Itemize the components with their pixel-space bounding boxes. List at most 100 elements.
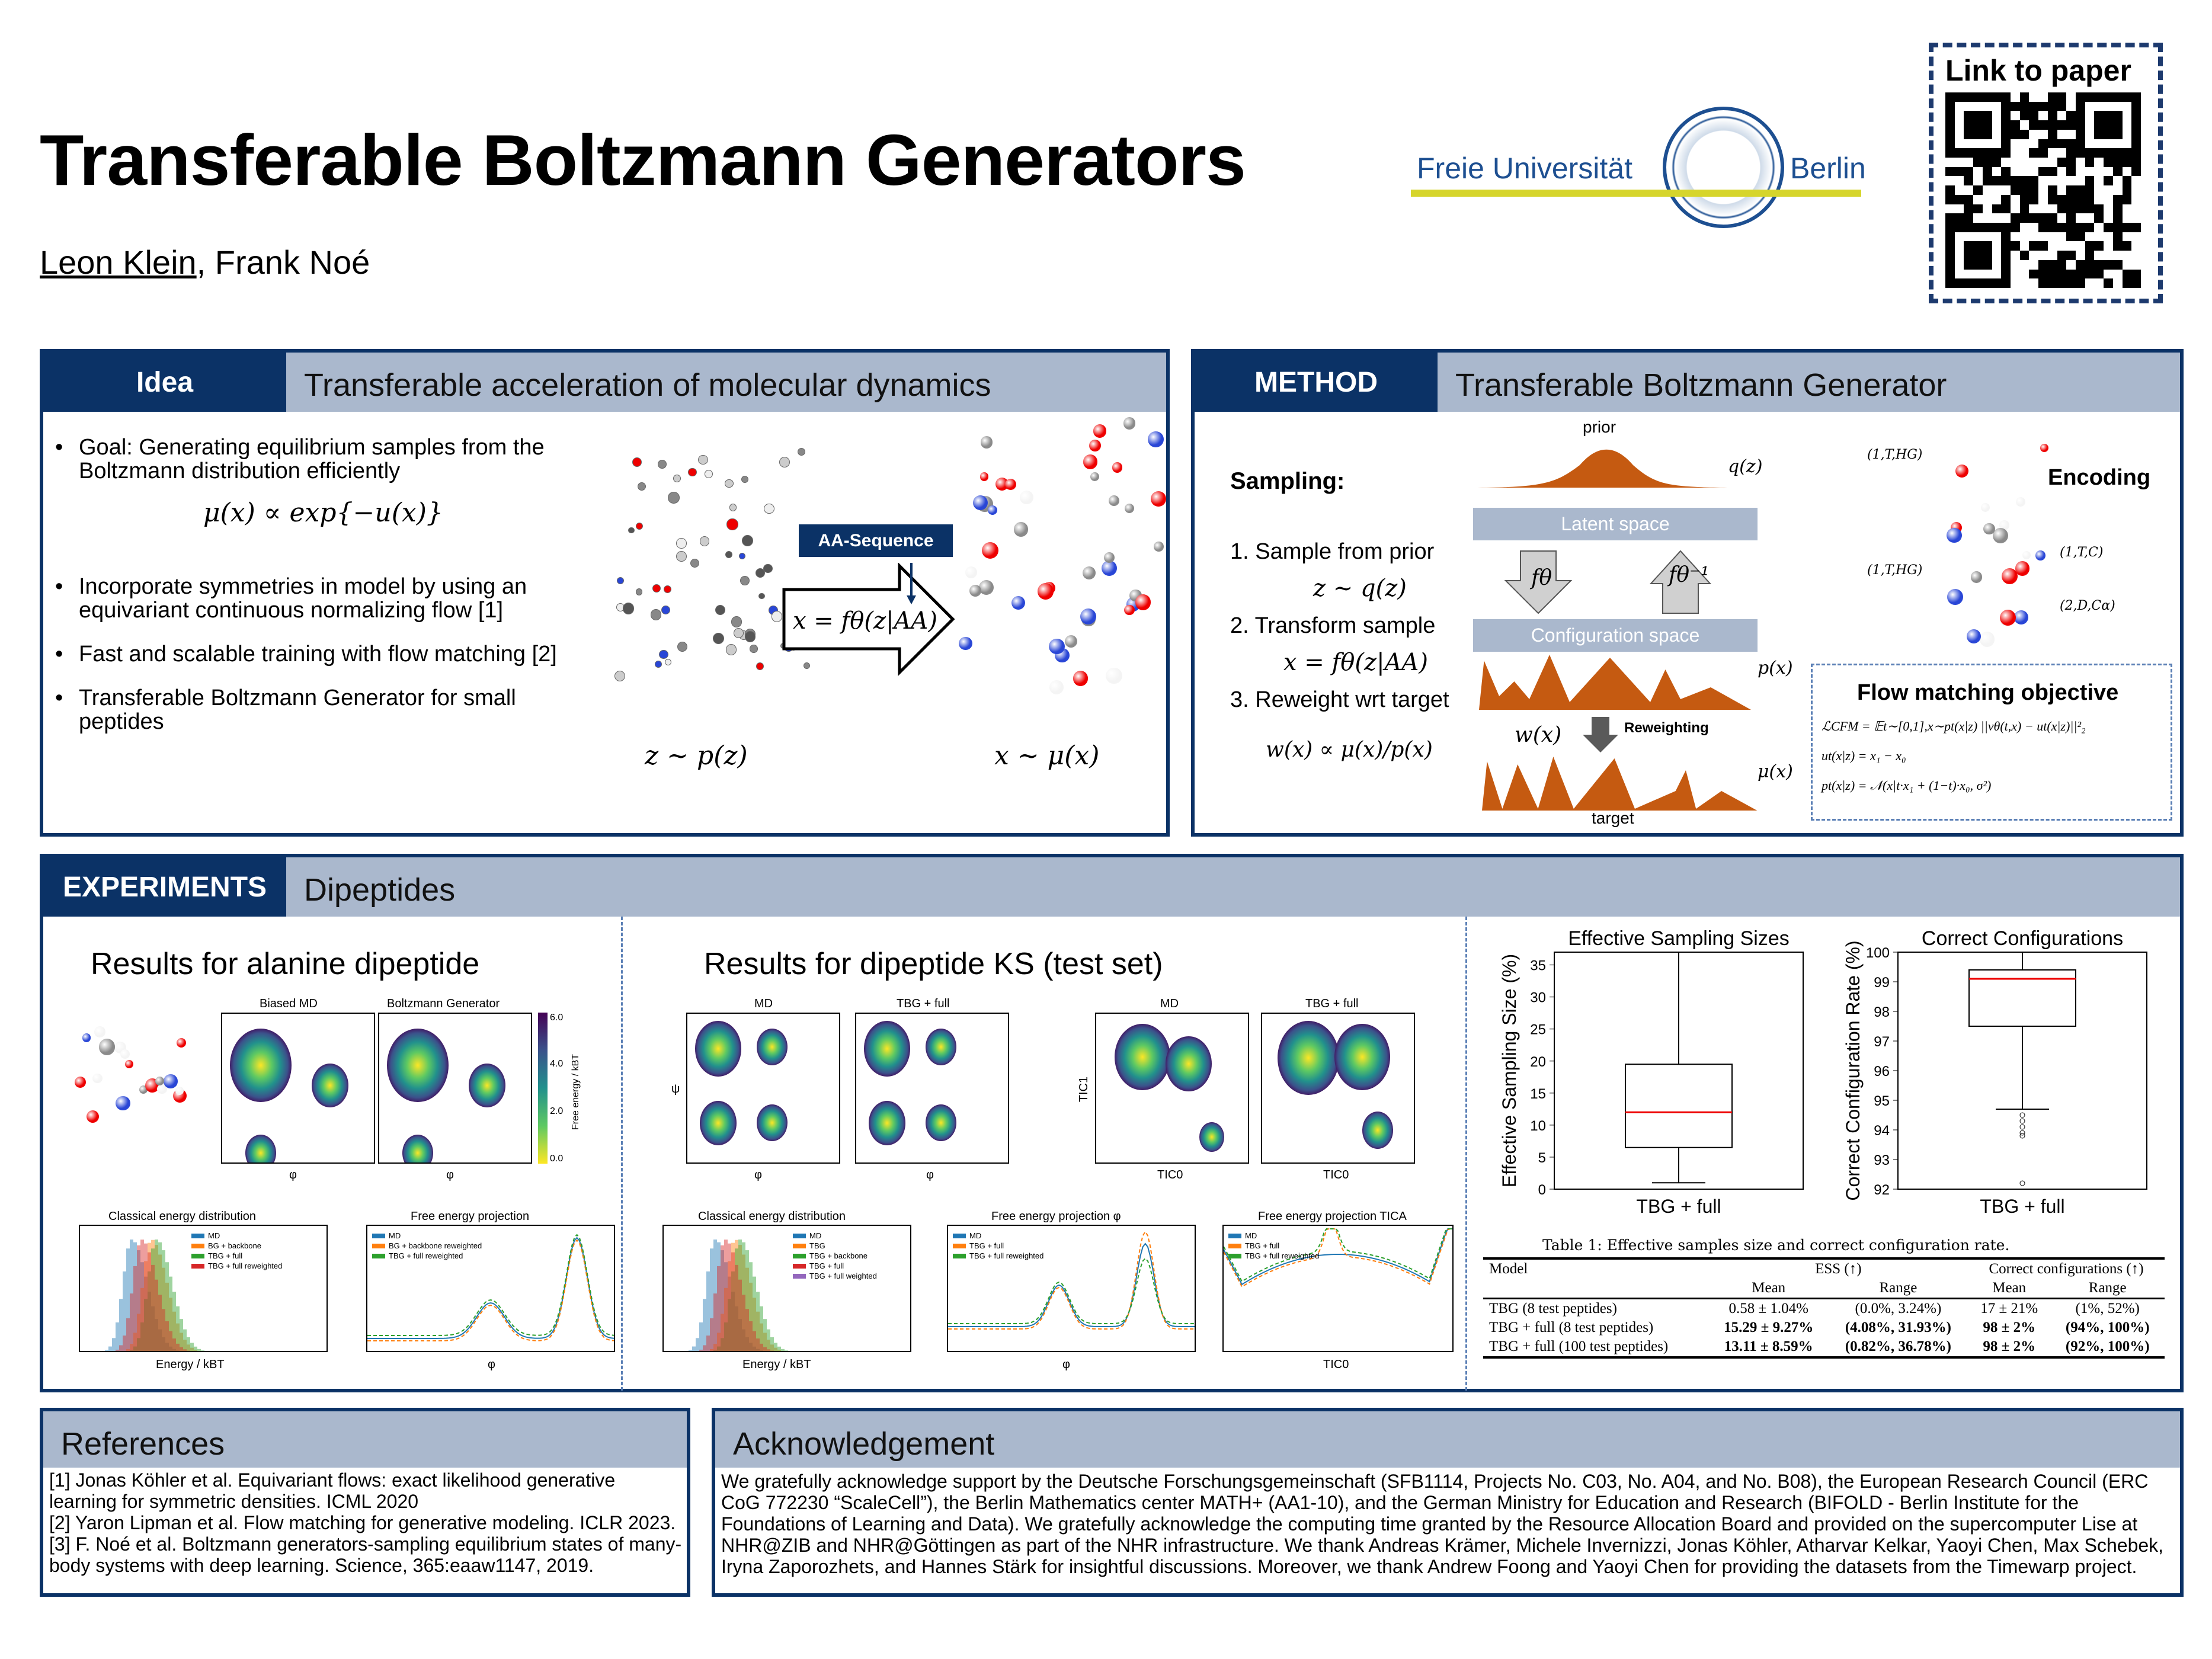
atom — [1106, 667, 1122, 684]
hist-bar — [112, 1338, 116, 1351]
hist-bar — [126, 1349, 130, 1351]
hist-bar — [119, 1345, 123, 1351]
qr-code-icon[interactable] — [1945, 92, 2141, 288]
atom — [658, 459, 667, 469]
sampling-label: Sampling: — [1230, 468, 1345, 494]
atom — [2040, 443, 2049, 453]
results-table: Model ESS (↑) Correct configurations (↑) M… — [1483, 1257, 2165, 1359]
hist-bar — [130, 1293, 133, 1351]
hist-bar — [728, 1243, 731, 1351]
ks-tica-md-plot — [1095, 1013, 1249, 1164]
flow-arrows-icon — [1504, 550, 1712, 614]
hist-bar — [728, 1261, 731, 1351]
hist-bar — [123, 1335, 126, 1351]
hist-bar — [112, 1351, 116, 1352]
bullet-transferable: Transferable Boltzmann Generator for sma… — [55, 686, 600, 734]
hist-bar — [781, 1350, 785, 1351]
qr-link-box[interactable]: Link to paper — [1929, 43, 2163, 303]
hist-bar — [735, 1306, 738, 1351]
hist-bar — [190, 1347, 194, 1351]
hist-bar — [774, 1347, 777, 1351]
hist-bar — [172, 1338, 176, 1351]
hist-bar — [176, 1350, 180, 1351]
atom — [1083, 454, 1098, 469]
density-region — [757, 1104, 788, 1141]
atom — [1037, 582, 1054, 600]
px-label: p(x) — [1758, 658, 1793, 678]
table-cell: (0.82%, 36.78%) — [1845, 1338, 1952, 1354]
density-region — [402, 1134, 433, 1162]
idea-title: Transferable acceleration of molecular d… — [304, 367, 991, 403]
table-caption: Table 1: Effective samples size and corr… — [1542, 1237, 2010, 1254]
hist-bar — [162, 1337, 165, 1351]
atom — [628, 527, 635, 534]
fu-berlin-logo: Freie Universität Berlin — [1411, 107, 1866, 228]
author-leon-klein[interactable]: Leon Klein — [40, 244, 197, 281]
hist-bar — [699, 1322, 703, 1351]
hist-bar — [123, 1351, 126, 1352]
hist-bar — [180, 1319, 183, 1351]
ks-fe-plot — [947, 1225, 1196, 1352]
bullet-symmetries: Incorporate symmetries in model by using… — [55, 575, 600, 622]
density-region — [245, 1134, 276, 1162]
atom — [1093, 424, 1107, 438]
atom — [658, 649, 668, 659]
hist-bar — [721, 1245, 724, 1351]
density-region — [1334, 1023, 1390, 1091]
density-region — [1362, 1112, 1393, 1149]
atom — [1083, 566, 1096, 579]
hist-bar — [699, 1349, 703, 1351]
legend-label: MD — [809, 1231, 822, 1240]
qr-label: Link to paper — [1945, 54, 2131, 87]
atom — [740, 576, 750, 585]
atom — [1966, 629, 1981, 644]
hist-bar — [713, 1240, 717, 1351]
hist-bar — [158, 1329, 162, 1351]
th-cc: Correct configurations (↑) — [1989, 1261, 2144, 1277]
ks-tbg-plot — [855, 1013, 1009, 1164]
hist-bar — [706, 1335, 710, 1351]
hist-bar — [162, 1250, 165, 1351]
atom — [803, 662, 810, 670]
wx-label: w(x) — [1515, 723, 1562, 747]
table-cell: (4.08%, 31.93%) — [1845, 1319, 1952, 1335]
hist-bar — [745, 1309, 749, 1351]
ala-fe-legend: MD BG + backbone reweighted TBG + full rew… — [372, 1231, 482, 1261]
fe-curve — [1224, 1228, 1452, 1283]
hist-bar — [144, 1299, 148, 1351]
hist-bar — [749, 1262, 753, 1351]
hist-bar — [165, 1262, 169, 1351]
legend-entry: BG + backbone reweighted — [372, 1241, 482, 1251]
atom — [635, 588, 643, 595]
hist-bar — [738, 1279, 742, 1351]
atom — [92, 1073, 103, 1083]
legend-entry: TBG + full reweighted — [372, 1251, 482, 1261]
y-tick-label: 20 — [1530, 1054, 1546, 1070]
outlier — [2019, 1130, 2025, 1136]
y-tick-label: 95 — [1874, 1093, 1890, 1109]
box-ylabel: Effective Sampling Size (%) — [1499, 954, 1520, 1187]
hist-bar — [144, 1243, 148, 1351]
latent-space-box: Latent space — [1473, 508, 1758, 540]
atom — [1999, 610, 2016, 626]
hist-bar — [201, 1351, 204, 1352]
y-tick-label: 15 — [1530, 1086, 1546, 1102]
atom — [1148, 431, 1164, 448]
idea-panel: Idea Transferable acceleration of molecu… — [40, 349, 1170, 837]
hist-bar — [710, 1248, 713, 1351]
atom — [699, 536, 710, 546]
atom — [726, 518, 738, 530]
legend-entry: TBG + full reweighted — [191, 1261, 282, 1271]
outlier — [2019, 1118, 2025, 1124]
divider-2 — [1465, 917, 1467, 1391]
atom — [1980, 503, 1990, 513]
y-tick-label: 5 — [1538, 1150, 1546, 1166]
experiments-panel: EXPERIMENTS Dipeptides Results for alani… — [40, 854, 2184, 1392]
correct-config-boxplot: Correct Configurations Correct Configurat… — [1842, 927, 2147, 1217]
hist-bar — [753, 1276, 756, 1351]
ack-title: Acknowledgement — [733, 1426, 995, 1462]
hist-bar — [767, 1351, 770, 1352]
atom — [2016, 497, 2026, 507]
hist-bar — [133, 1242, 137, 1351]
hist-bar — [774, 1343, 777, 1351]
